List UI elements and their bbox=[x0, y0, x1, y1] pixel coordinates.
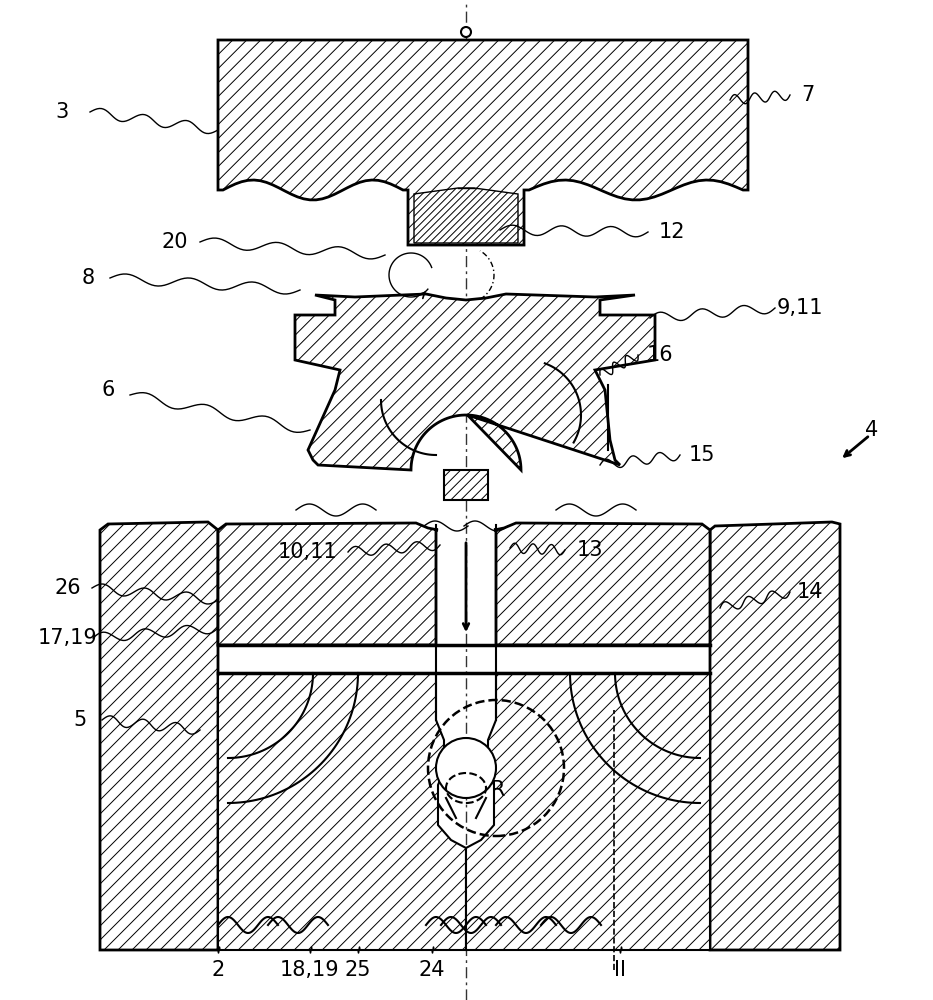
Text: 2: 2 bbox=[212, 960, 225, 980]
Text: 26: 26 bbox=[55, 578, 81, 598]
Polygon shape bbox=[218, 673, 466, 950]
Text: 17,19: 17,19 bbox=[38, 628, 98, 648]
Polygon shape bbox=[494, 523, 710, 645]
Polygon shape bbox=[218, 523, 438, 645]
Text: 6: 6 bbox=[102, 380, 115, 400]
Text: 16: 16 bbox=[647, 345, 674, 365]
Text: 13: 13 bbox=[577, 540, 604, 560]
Text: 8: 8 bbox=[81, 268, 94, 288]
Polygon shape bbox=[295, 294, 655, 470]
Text: 25: 25 bbox=[345, 960, 371, 980]
Text: 18,19: 18,19 bbox=[280, 960, 340, 980]
Polygon shape bbox=[444, 470, 488, 500]
Text: II: II bbox=[614, 960, 626, 980]
Text: 9,11: 9,11 bbox=[777, 298, 823, 318]
Circle shape bbox=[461, 27, 471, 37]
Text: 20: 20 bbox=[161, 232, 188, 252]
Polygon shape bbox=[100, 522, 218, 950]
Polygon shape bbox=[414, 188, 518, 243]
Text: 12: 12 bbox=[659, 222, 685, 242]
Polygon shape bbox=[466, 673, 710, 950]
Text: 5: 5 bbox=[74, 710, 87, 730]
Circle shape bbox=[436, 738, 496, 798]
Text: R: R bbox=[491, 780, 505, 800]
Text: 7: 7 bbox=[801, 85, 815, 105]
Polygon shape bbox=[710, 522, 840, 950]
Text: 10,11: 10,11 bbox=[278, 542, 338, 562]
Polygon shape bbox=[218, 40, 748, 245]
Text: 3: 3 bbox=[55, 102, 69, 122]
Text: 15: 15 bbox=[689, 445, 716, 465]
Text: 24: 24 bbox=[419, 960, 445, 980]
Text: 14: 14 bbox=[797, 582, 823, 602]
Text: 4: 4 bbox=[866, 420, 879, 440]
